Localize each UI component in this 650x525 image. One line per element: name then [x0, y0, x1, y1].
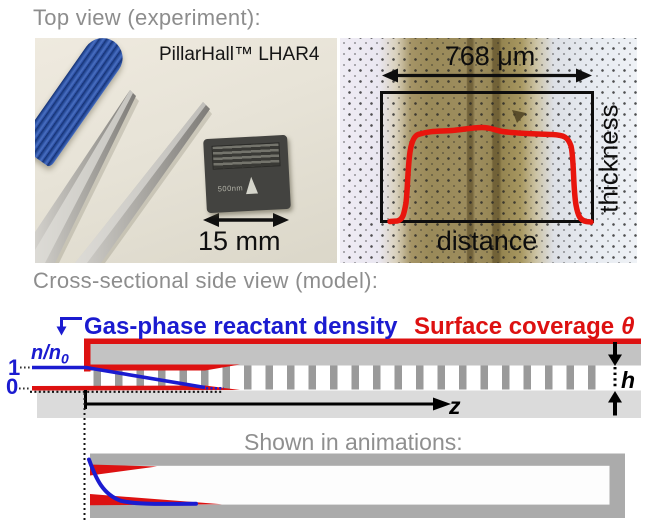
tweezers-graphic — [35, 90, 289, 263]
animations-heading: Shown in animations: — [244, 429, 463, 455]
tweezer-prong-2-highlight — [75, 102, 206, 263]
gas-label-bracket — [56, 317, 82, 336]
coverage-line-top-surface — [84, 338, 641, 344]
reactant-density-curve — [32, 365, 206, 390]
chip-test-structures — [211, 142, 281, 170]
width-arrow — [382, 68, 592, 83]
level-one-label: 1 — [8, 355, 20, 380]
width-label: 768 μm — [444, 41, 536, 71]
animation-coverage-wedge-top — [90, 464, 157, 476]
side-view-heading: Cross-sectional side view (model): — [33, 268, 379, 293]
top-slab — [90, 344, 641, 366]
chip-caption: PillarHall™ LHAR4 — [159, 44, 320, 65]
surface-coverage-label: Surface coverage θ — [414, 313, 635, 340]
scale-arrow-right-head — [273, 213, 289, 227]
scale-arrow-left-head — [203, 213, 219, 227]
micrograph-overlay — [382, 68, 594, 225]
animation-channel-interior — [87, 465, 610, 505]
h-label: h — [621, 367, 635, 393]
y-axis-label: thickness — [593, 104, 624, 213]
h-arrow-down-head — [608, 354, 622, 366]
pillar-array — [93, 365, 602, 390]
pillarhall-chip: 500nm — [203, 134, 291, 214]
coverage-wedge-under-slab — [90, 364, 240, 371]
z-axis — [84, 390, 451, 411]
chip-marking-text: 500nm — [217, 183, 244, 194]
animation-channel-frame — [90, 453, 625, 518]
z-axis-label: z — [448, 393, 461, 419]
thickness-profile-curve — [387, 124, 594, 225]
scale-arrow — [203, 213, 289, 227]
x-axis-label: distance — [436, 226, 538, 256]
z-axis-arrowhead — [433, 397, 451, 411]
bottom-slab — [37, 390, 641, 418]
level-zero-label: 0 — [6, 374, 18, 399]
measurement-box — [380, 91, 594, 223]
coverage-line-left-wall — [84, 338, 91, 372]
animation-coverage-wedge-bottom — [90, 494, 222, 506]
top-view-heading: Top view (experiment): — [33, 5, 261, 30]
scale-label: 15 mm — [198, 226, 281, 256]
chip-triangle-mark — [245, 176, 259, 195]
defect-mark — [512, 110, 526, 123]
experiment-photo: 500nm PillarHall™ LHAR4 15 mm — [35, 38, 337, 263]
h-arrow-up-head — [608, 391, 622, 403]
h-dimension — [608, 342, 622, 416]
animation-decay-curve — [87, 457, 198, 506]
n-ratio-label: n/n0 — [31, 342, 69, 367]
channel-gap — [90, 365, 641, 391]
micrograph-panel: 768 μm distance thickness — [340, 38, 637, 263]
animation-channel — [87, 453, 625, 518]
tweezer-prong-1-highlight — [35, 90, 133, 263]
coverage-wedge-floor — [32, 385, 240, 391]
gas-phase-label: Gas-phase reactant density — [84, 313, 398, 340]
